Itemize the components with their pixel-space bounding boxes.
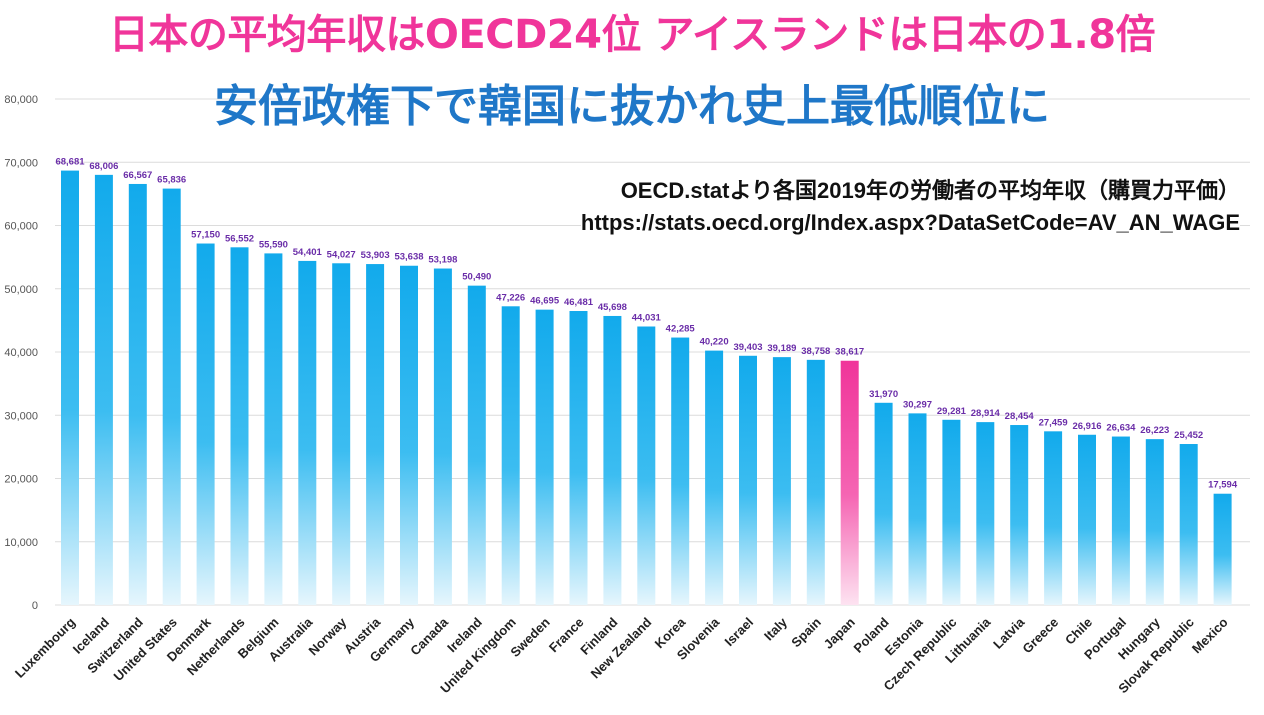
value-label: 68,006	[89, 161, 118, 172]
x-tick-label: Italy	[761, 614, 791, 644]
value-label: 27,459	[1039, 417, 1068, 428]
bar	[739, 355, 757, 605]
value-label: 46,695	[530, 296, 560, 307]
y-tick-label: 50,000	[4, 284, 38, 296]
bar	[1078, 434, 1096, 605]
bar	[1010, 425, 1029, 605]
value-labels: 68,681 68,006 66,567 65,836 57,150 56,552 55,5…	[55, 157, 1237, 491]
chart-subtitle: 安倍政権下で韓国に抜かれ史上最低順位に	[214, 81, 1050, 132]
bar	[1044, 431, 1063, 605]
bar	[772, 357, 791, 605]
value-label: 26,223	[1140, 425, 1169, 436]
x-tick-label: Luxembourg	[12, 614, 78, 680]
value-label: 45,698	[598, 302, 627, 313]
x-tick-label: Greece	[1019, 615, 1061, 657]
bar	[230, 247, 249, 605]
value-label: 28,914	[971, 408, 1001, 419]
bar	[162, 188, 181, 606]
value-label: 29,281	[937, 406, 967, 417]
x-tick-label: Norway	[306, 614, 350, 658]
value-label: 65,836	[157, 175, 186, 186]
value-label: 55,590	[259, 239, 288, 250]
bar	[1111, 436, 1130, 605]
bar	[1213, 493, 1232, 605]
bar	[501, 306, 520, 605]
value-label: 30,297	[903, 399, 932, 410]
value-label: 47,226	[496, 292, 525, 303]
bar	[874, 402, 893, 605]
y-axis: 0 10,000 20,000 30,000 40,000 50,000 60,000 70,…	[4, 94, 38, 612]
bar	[535, 309, 554, 605]
value-label: 54,401	[293, 247, 323, 258]
bars	[61, 170, 1232, 606]
y-tick-label: 0	[32, 600, 38, 612]
x-tick-label: Spain	[788, 614, 824, 650]
value-label: 68,681	[55, 157, 85, 168]
value-label: 42,285	[666, 324, 696, 335]
value-label: 50,490	[462, 272, 491, 283]
y-tick-label: 70,000	[4, 157, 38, 169]
y-tick-label: 10,000	[4, 537, 38, 549]
bar	[705, 350, 724, 605]
value-label: 53,198	[428, 255, 457, 266]
x-tick-label: Israel	[721, 615, 756, 650]
bar	[976, 422, 995, 605]
y-tick-label: 80,000	[4, 94, 38, 106]
bar	[366, 264, 385, 605]
bar	[94, 174, 113, 605]
value-label: 28,454	[1005, 411, 1035, 422]
bar	[264, 253, 283, 605]
bar	[840, 360, 859, 605]
bar	[637, 326, 656, 605]
value-label: 57,150	[191, 230, 220, 241]
bar	[298, 260, 317, 605]
value-label: 53,903	[361, 250, 390, 261]
x-tick-label: Canada	[407, 614, 451, 658]
bar	[332, 263, 351, 605]
value-label: 39,189	[767, 343, 796, 354]
y-tick-label: 20,000	[4, 474, 38, 486]
value-label: 25,452	[1174, 430, 1203, 441]
chart-title: 日本の平均年収はOECD24位 アイスランドは日本の1.8倍	[108, 12, 1156, 58]
value-label: 66,567	[123, 170, 152, 181]
value-label: 38,758	[801, 346, 830, 357]
value-label: 26,916	[1072, 421, 1101, 432]
bar	[433, 268, 452, 605]
bar	[603, 315, 622, 605]
bar	[806, 359, 825, 605]
x-tick-label: Mexico	[1189, 614, 1231, 656]
value-label: 44,031	[632, 313, 662, 324]
bar	[128, 183, 147, 605]
bar	[400, 265, 418, 605]
y-tick-label: 30,000	[4, 410, 38, 422]
value-label: 17,594	[1208, 480, 1238, 491]
value-label: 38,617	[835, 347, 864, 358]
bar	[61, 170, 79, 605]
value-label: 39,403	[733, 342, 762, 353]
y-tick-label: 60,000	[4, 221, 38, 233]
value-label: 53,638	[394, 252, 423, 263]
value-label: 46,481	[564, 297, 594, 308]
value-label: 54,027	[327, 249, 356, 260]
value-label: 56,552	[225, 233, 254, 244]
bar	[569, 311, 588, 605]
y-tick-label: 40,000	[4, 347, 38, 359]
value-label: 31,970	[869, 389, 898, 400]
value-label: 26,634	[1106, 423, 1136, 434]
bar	[942, 419, 961, 605]
bar	[1179, 444, 1198, 605]
source-url[interactable]: https://stats.oecd.org/Index.aspx?DataSe…	[580, 210, 1240, 236]
bar	[196, 243, 215, 605]
bar	[467, 285, 486, 605]
value-label: 40,220	[700, 337, 729, 348]
bar	[908, 413, 927, 605]
bar	[671, 337, 690, 605]
bar	[1145, 439, 1164, 605]
source-note: OECD.statより各国2019年の労働者の平均年収（購買力平価）	[620, 173, 1240, 205]
